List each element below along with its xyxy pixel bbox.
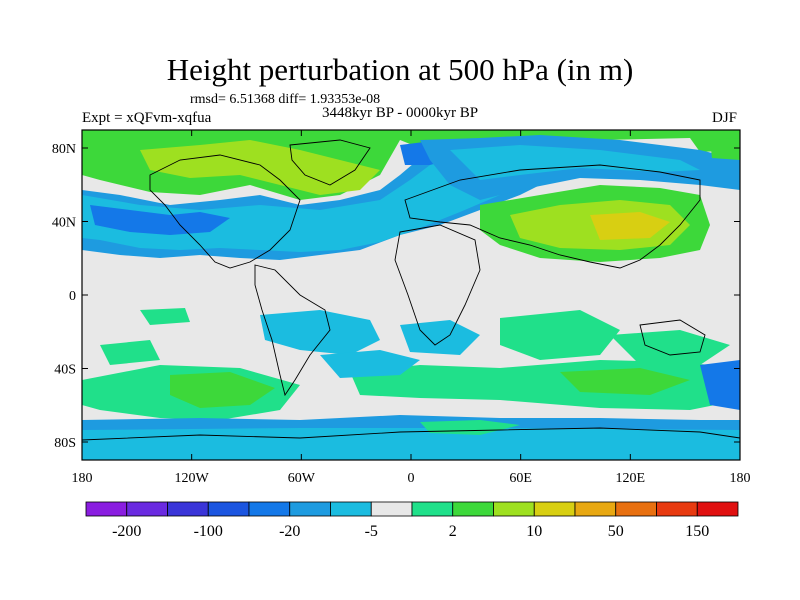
colorbar-label: -5 — [365, 523, 378, 540]
contour-aus-green — [610, 330, 730, 365]
colorbar-swatch — [452, 501, 494, 517]
contour-ne-corner — [710, 138, 740, 160]
experiment-text: Expt = xQFvm-xqfua — [82, 110, 212, 126]
latitude-axis: 80N 40N 0 40S 80S — [52, 142, 740, 451]
lat-label: 40N — [52, 216, 76, 231]
colorbar-swatch — [370, 501, 413, 517]
period-text: 3448kyr BP - 0000kyr BP — [322, 105, 479, 121]
colorbar-swatch — [696, 501, 739, 517]
lat-label: 80S — [54, 436, 76, 451]
chart-title: Height perturbation at 500 hPa (in m) — [166, 52, 634, 87]
colorbar-label: 50 — [608, 523, 624, 540]
colorbar-swatch — [85, 501, 128, 517]
coastlines — [82, 139, 740, 441]
contour-na-deep — [90, 205, 230, 235]
contour-so-blue-east — [700, 360, 740, 410]
lon-label: 60E — [509, 471, 532, 486]
colorbar-label: 10 — [526, 523, 542, 540]
lon-label: 120W — [175, 471, 210, 486]
contour-eurasia-peak — [590, 212, 670, 240]
colorbar-swatch — [656, 501, 698, 517]
colorbar-swatch — [493, 501, 535, 517]
colorbar-swatch — [533, 501, 576, 517]
lon-label: 180 — [730, 471, 751, 486]
colorbar-swatch — [126, 501, 168, 517]
lat-label: 80N — [52, 142, 76, 157]
colorbar-swatch — [615, 501, 657, 517]
longitude-axis: 180 120W 60W 0 60E 120E 180 — [72, 130, 751, 486]
colorbar-label: 150 — [685, 523, 709, 540]
lat-label: 0 — [69, 289, 76, 304]
lon-label: 120E — [616, 471, 646, 486]
lon-label: 180 — [72, 471, 93, 486]
colorbar-swatch — [289, 501, 331, 517]
stats-text: rmsd= 6.51368 diff= 1.93353e-08 — [190, 92, 381, 107]
field-contours — [82, 130, 740, 460]
season-text: DJF — [712, 110, 738, 126]
colorbar-label: 2 — [449, 523, 457, 540]
lon-label: 60W — [288, 471, 316, 486]
colorbar-swatch — [167, 501, 209, 517]
contour-so-green-core — [170, 372, 275, 408]
lat-label: 40S — [54, 363, 76, 378]
colorbar-swatch — [248, 501, 291, 517]
contour-ind-green — [500, 310, 620, 360]
colorbar-label: -20 — [279, 523, 300, 540]
contour-sa-blue — [260, 310, 380, 355]
contour-pac-green2 — [100, 340, 160, 365]
colorbar-swatch — [411, 501, 454, 517]
lon-label: 0 — [408, 471, 415, 486]
colorbar-swatch — [574, 501, 617, 517]
colorbar-label: -200 — [112, 523, 141, 540]
colorbar: -200 -100 -20 -5 2 10 50 150 — [85, 501, 739, 540]
colorbar-swatch — [330, 501, 372, 517]
contour-so-blue — [320, 350, 420, 378]
colorbar-swatch — [207, 501, 250, 517]
contour-pac-green — [140, 308, 190, 325]
colorbar-label: -100 — [194, 523, 223, 540]
contour-so-green2-core — [560, 368, 690, 395]
